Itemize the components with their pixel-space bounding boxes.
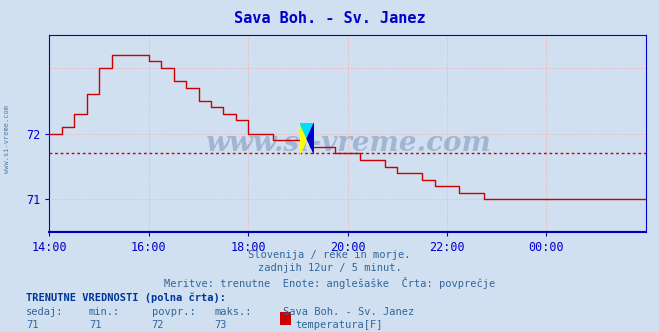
- Text: Slovenija / reke in morje.: Slovenija / reke in morje.: [248, 250, 411, 260]
- Polygon shape: [300, 123, 307, 154]
- Text: Meritve: trenutne  Enote: anglešaške  Črta: povprečje: Meritve: trenutne Enote: anglešaške Črta…: [164, 277, 495, 289]
- Text: sedaj:: sedaj:: [26, 307, 64, 317]
- Text: www.si-vreme.com: www.si-vreme.com: [205, 130, 490, 157]
- Text: 71: 71: [89, 320, 101, 330]
- Text: 71: 71: [26, 320, 39, 330]
- Polygon shape: [300, 123, 314, 139]
- Polygon shape: [307, 123, 314, 154]
- Text: zadnjih 12ur / 5 minut.: zadnjih 12ur / 5 minut.: [258, 263, 401, 273]
- Text: www.si-vreme.com: www.si-vreme.com: [3, 106, 10, 173]
- Text: maks.:: maks.:: [214, 307, 252, 317]
- Text: 72: 72: [152, 320, 164, 330]
- Text: Sava Boh. - Sv. Janez: Sava Boh. - Sv. Janez: [234, 11, 425, 26]
- Text: povpr.:: povpr.:: [152, 307, 195, 317]
- Text: 73: 73: [214, 320, 227, 330]
- Text: TRENUTNE VREDNOSTI (polna črta):: TRENUTNE VREDNOSTI (polna črta):: [26, 293, 226, 303]
- Text: temperatura[F]: temperatura[F]: [295, 320, 383, 330]
- Text: min.:: min.:: [89, 307, 120, 317]
- Text: Sava Boh. - Sv. Janez: Sava Boh. - Sv. Janez: [283, 307, 415, 317]
